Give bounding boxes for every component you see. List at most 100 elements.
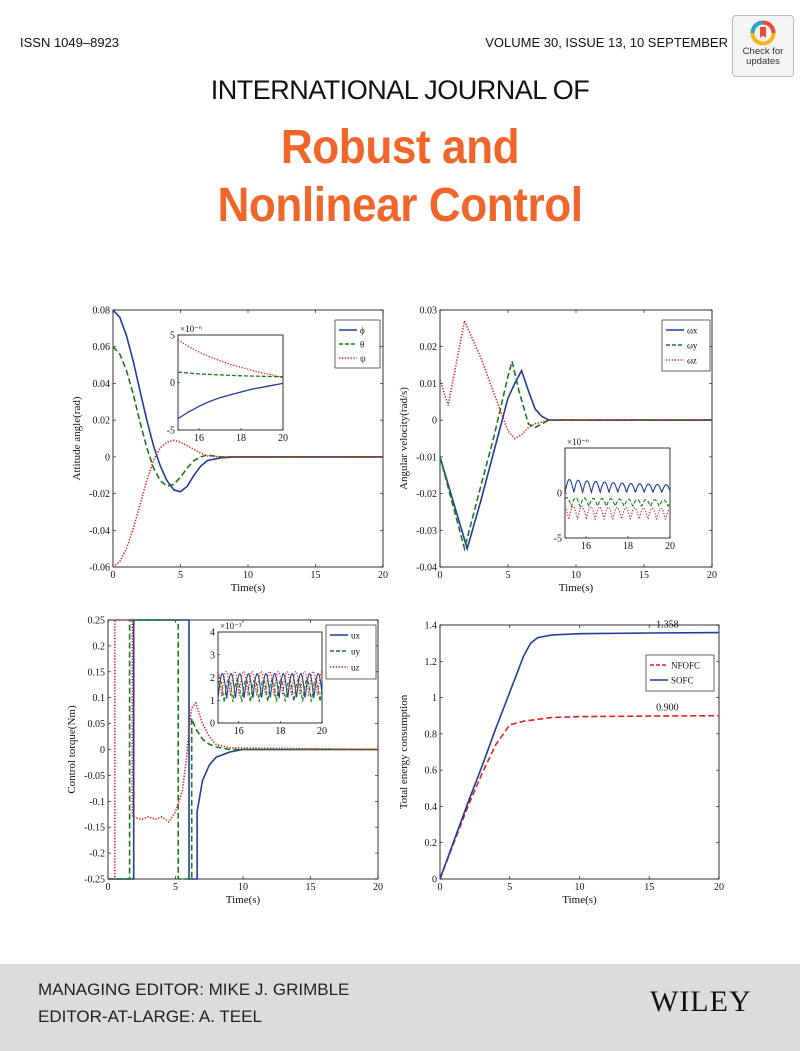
legend-entry: ϕ [360, 326, 365, 336]
inset-x-tick-label: 20 [278, 433, 288, 444]
inset-exponent: ×10⁻³ [220, 621, 242, 631]
x-tick-label: 20 [373, 882, 383, 893]
inset-osc-green [565, 497, 670, 509]
cover-figure: 0 5 10 15 20-0.06-0.04-0.0200.020.040.060.08… [66, 306, 724, 907]
series-line-green [108, 619, 378, 880]
y-tick-label: -0.04 [416, 563, 437, 574]
y-tick-label: 0.03 [420, 306, 438, 317]
x-tick-label: 15 [306, 882, 316, 893]
badge-line-1: Check for [742, 46, 784, 57]
inset-y-tick-label: 5 [170, 331, 175, 342]
y-tick-label: 0.25 [88, 616, 106, 627]
y-tick-label: -0.06 [89, 563, 110, 574]
y-tick-label: -0.03 [416, 526, 437, 537]
x-tick-label: 5 [506, 570, 511, 581]
inset-frame [217, 631, 323, 724]
value-annotation: 0.900 [656, 703, 679, 714]
inset-y-tick-label: 2 [210, 673, 215, 684]
volume-issue: VOLUME 30, ISSUE 13, 10 SEPTEMBER [485, 35, 728, 50]
journal-title-line-1: Robust and [280, 121, 520, 174]
inset-series-group [178, 339, 283, 420]
legend-entry: ψ [360, 354, 366, 364]
y-tick-label: 0.06 [93, 342, 111, 353]
inset-x-tick-label: 18 [623, 541, 633, 552]
inset-x-tick-label: 20 [665, 541, 675, 552]
inset-exponent: ×10⁻⁶ [567, 437, 589, 447]
inset-series-group [218, 670, 322, 704]
legend-entry: ωx [687, 326, 698, 336]
y-tick-label: 0 [432, 416, 437, 427]
inset-y-tick-label: -5 [554, 534, 562, 545]
inset-line-blue [178, 382, 283, 420]
footer-band [0, 964, 800, 1051]
badge-line-2: updates [746, 56, 780, 67]
chart-control-torque: 0 5 10 15 20-0.25-0.2-0.15-0.1-0.0500.050.10… [66, 616, 383, 907]
legend: ϕθψ [334, 319, 381, 369]
inset-y-tick-label: 0 [557, 489, 562, 500]
inset-y-tick-label: 4 [210, 628, 215, 639]
inset-plot: 16 18 20 0 1 2 3 4 ×10⁻³ [210, 621, 327, 737]
x-axis-label: Time(s) [231, 582, 266, 594]
journal-title-line-2: Nonlinear Control [217, 179, 583, 232]
y-axis-label: Total energy consumption [398, 694, 410, 809]
y-tick-label: 1.2 [425, 657, 438, 668]
x-tick-label: 10 [575, 882, 585, 893]
series-line-green [440, 361, 712, 552]
inset-x-tick-label: 16 [194, 433, 204, 444]
y-tick-label: 0.2 [425, 838, 438, 849]
legend-entry: uz [351, 663, 360, 673]
series-line-red [440, 318, 712, 440]
y-tick-label: 0.4 [425, 802, 438, 813]
series-group [108, 619, 378, 880]
inset-x-tick-label: 16 [234, 726, 244, 737]
y-tick-label: -0.25 [84, 875, 105, 886]
publisher-logo: WILEY [650, 985, 752, 1018]
chart-angular-velocity: 0 5 10 15 20 -0.04 -0.03 -0.02 -0.01 0 0.01 0.02 0.0… [398, 306, 717, 595]
inset-x-tick-label: 16 [581, 541, 591, 552]
y-tick-label: -0.02 [89, 489, 110, 500]
y-tick-label: 0 [432, 875, 437, 886]
series-line-red [440, 714, 719, 880]
chart-energy: 0 5 10 15 20 0 0.2 0.4 0.6 0.8 1 1.2 1.4 Time(s) Total… [398, 620, 724, 906]
legend-entry: uy [351, 647, 361, 657]
x-axis-label: Time(s) [562, 894, 597, 906]
inset-line-green [178, 371, 283, 378]
y-tick-label: 0.8 [425, 729, 438, 740]
legend-box [325, 624, 377, 680]
legend-entry: ωy [687, 341, 698, 351]
y-tick-label: -0.04 [89, 526, 110, 537]
series-line-red [108, 619, 378, 880]
inset-x-tick-label: 18 [275, 726, 285, 737]
x-tick-label: 15 [311, 570, 321, 581]
legend-entry: ωz [687, 356, 697, 366]
y-axis-label: Attitude angle(rad) [71, 396, 83, 480]
inset-exponent: ×10⁻⁶ [180, 324, 202, 334]
y-tick-label: -0.02 [416, 489, 437, 500]
inset-line-red [178, 339, 283, 379]
x-tick-label: 10 [238, 882, 248, 893]
inset-x-tick-label: 20 [317, 726, 327, 737]
legend-entry: SOFC [671, 676, 694, 686]
y-tick-label: 0.05 [88, 719, 106, 730]
x-tick-label: 5 [178, 570, 183, 581]
legend: NFOFC SOFC [645, 654, 715, 692]
x-tick-label: 0 [111, 570, 116, 581]
x-tick-label: 0 [438, 570, 443, 581]
inset-y-tick-label: 1 [210, 696, 215, 707]
y-tick-label: 0.1 [93, 693, 106, 704]
legend-box [645, 654, 715, 692]
x-tick-label: 10 [243, 570, 253, 581]
x-tick-label: 20 [378, 570, 388, 581]
inset-plot: 16 18 20 -5 0 ×10⁻⁶ [554, 437, 675, 552]
y-tick-label: 0.08 [93, 306, 111, 317]
y-tick-label: 0 [100, 745, 105, 756]
legend: ux uy uz [325, 624, 377, 680]
check-for-updates-badge[interactable]: Check for updates [732, 15, 794, 77]
y-axis-label: Angular velocity(rad/s) [398, 387, 410, 490]
journal-name-top: INTERNATIONAL JOURNAL OF [210, 75, 590, 105]
x-tick-label: 5 [173, 882, 178, 893]
issn-number: ISSN 1049–8923 [20, 35, 120, 50]
y-axis-label: Control torque(Nm) [66, 705, 78, 794]
legend-entry: ux [351, 631, 361, 641]
series-group [113, 309, 383, 568]
